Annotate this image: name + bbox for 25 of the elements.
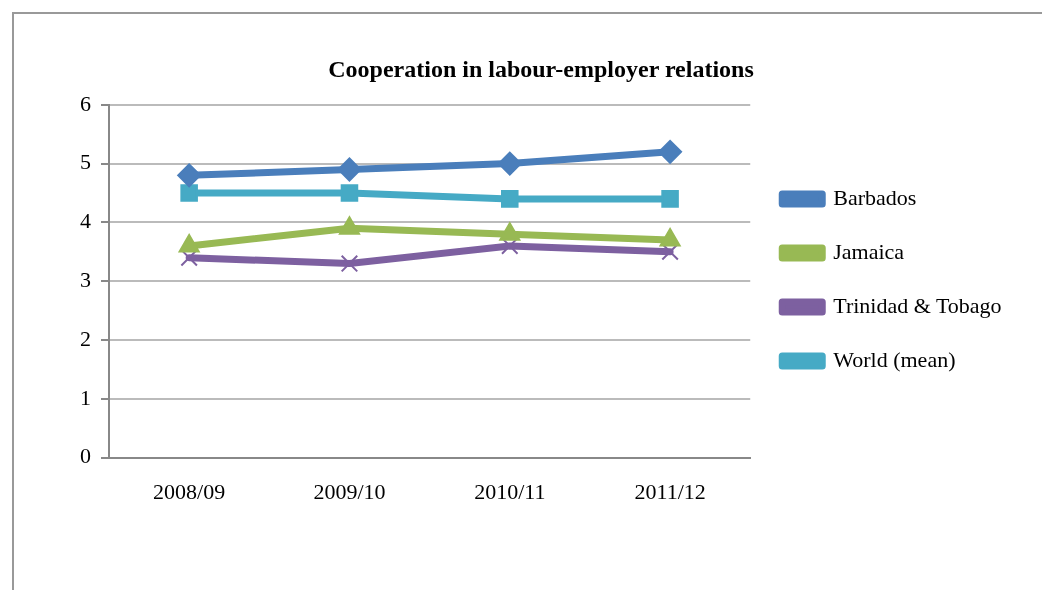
chart-title: Cooperation in labour-employer relations	[328, 55, 754, 82]
point	[180, 184, 198, 202]
point	[661, 190, 679, 208]
legend-label: Barbados	[833, 184, 917, 210]
legend-label: Jamaica	[833, 238, 905, 264]
point	[340, 254, 359, 273]
y-tick-label: 4	[80, 208, 91, 234]
point	[177, 163, 202, 188]
x-tick-label: 2008/09	[153, 478, 226, 504]
x-tick-label: 2010/11	[474, 478, 546, 504]
y-tick-label: 3	[80, 266, 91, 292]
y-tick-label: 0	[80, 443, 91, 469]
point	[337, 157, 362, 182]
point	[340, 184, 359, 202]
y-tick-label: 6	[80, 90, 91, 116]
point	[501, 190, 519, 208]
y-tick-label: 2	[80, 325, 91, 351]
point	[497, 151, 522, 176]
point	[658, 139, 683, 164]
legend-label: World (mean)	[833, 346, 956, 372]
x-tick-label: 2011/12	[634, 478, 706, 504]
x-tick-label: 2009/10	[313, 478, 386, 504]
y-tick-label: 1	[80, 384, 91, 410]
y-tick-label: 5	[80, 149, 91, 175]
legend-label: Trinidad & Tobago	[833, 292, 1002, 318]
